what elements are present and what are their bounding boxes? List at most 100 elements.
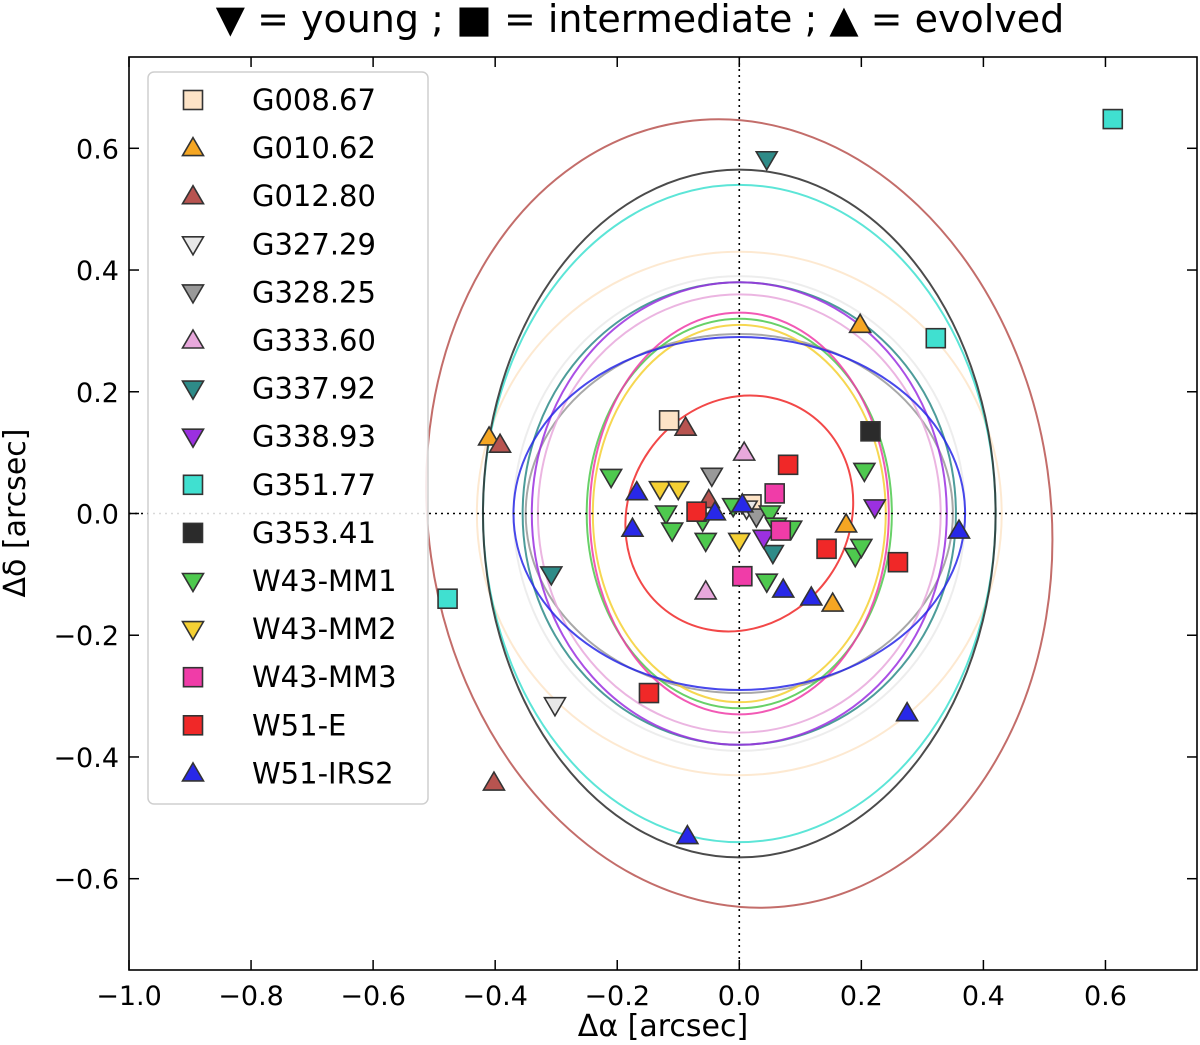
legend-item: G012.80: [181, 179, 376, 213]
legend-item: G337.92: [181, 372, 376, 406]
series-w43-mm1: [599, 462, 877, 594]
legend-item: G008.67: [182, 83, 376, 117]
data-point: [477, 425, 501, 446]
legend-marker: [181, 380, 205, 401]
data-point: [675, 824, 700, 845]
legend-item: G353.41: [182, 516, 376, 550]
data-point: [488, 432, 512, 454]
legend-marker: [181, 761, 205, 782]
data-point: [764, 483, 785, 504]
legend-item: W43-MM3: [182, 660, 397, 694]
data-point: [666, 480, 691, 502]
ellipse-w43-mm3: [588, 311, 890, 716]
y-tick-label: 0.4: [76, 256, 119, 287]
data-point: [624, 480, 649, 501]
data-point: [751, 529, 776, 550]
y-axis-ticks: −0.6 −0.4 −0.2 0.0 0.2 0.4 0.6: [53, 134, 1197, 896]
data-point: [660, 522, 685, 543]
data-point: [862, 499, 887, 520]
legend-item: G010.62: [181, 131, 376, 165]
data-point: [673, 415, 698, 436]
legend-label: G353.41: [252, 516, 376, 550]
legend-item: G351.77: [182, 468, 376, 502]
data-point: [757, 505, 782, 526]
data-point: [732, 565, 753, 587]
legend-marker: [181, 236, 205, 257]
data-point: [1102, 108, 1124, 130]
legend-marker: [182, 474, 204, 496]
x-tick-label: −0.6: [340, 981, 406, 1012]
data-point: [744, 508, 769, 529]
series-g010-62: [477, 312, 873, 612]
x-tick-label: 0.6: [1084, 981, 1127, 1012]
legend-item: G328.25: [181, 275, 376, 309]
ellipse-g353-41: [481, 168, 997, 859]
data-point: [437, 588, 458, 610]
data-point: [799, 585, 824, 606]
legend-label: G338.93: [252, 420, 376, 454]
legend-marker: [182, 522, 204, 544]
data-point: [693, 579, 718, 600]
data-point: [599, 468, 624, 490]
data-point: [699, 467, 724, 488]
legend-marker: [182, 714, 204, 736]
legend-item: W43-MM1: [181, 564, 397, 598]
series-g353-41: [860, 421, 881, 442]
legend-item: G327.29: [181, 227, 376, 261]
legend-item: G338.93: [181, 420, 376, 454]
legend-label: G010.62: [252, 131, 376, 165]
legend-item: W43-MM2: [181, 612, 397, 646]
data-point: [693, 532, 718, 553]
x-axis-ticks: −1.0 −0.8 −0.6 −0.4 −0.2 0.0 0.2 0.4 0.6: [96, 57, 1127, 1012]
x-tick-label: 0.2: [840, 981, 883, 1012]
data-point: [543, 696, 567, 718]
legend-marker: [181, 184, 205, 205]
data-point: [730, 492, 755, 513]
x-tick-label: −0.2: [584, 981, 650, 1012]
series-w51-e: [638, 454, 909, 704]
y-tick-label: 0.0: [76, 500, 119, 531]
x-axis-label: Δα [arcsec]: [578, 1009, 748, 1044]
x-tick-label: 0.0: [718, 981, 761, 1012]
data-point: [754, 150, 779, 172]
legend-item: W51-E: [182, 708, 346, 742]
legend-marker: [181, 284, 205, 305]
legend-label: G337.92: [252, 372, 376, 406]
data-point: [925, 327, 947, 349]
data-point: [771, 577, 796, 598]
data-point: [620, 516, 645, 538]
data-points: [437, 108, 1124, 845]
legend-marker: [182, 666, 204, 688]
y-tick-label: 0.6: [76, 134, 119, 165]
series-g337-92: [539, 150, 785, 587]
data-point: [777, 454, 799, 476]
legend-item: W51-IRS2: [181, 756, 394, 790]
y-tick-label: 0.2: [76, 378, 119, 409]
data-point: [852, 462, 877, 483]
y-tick-label: −0.6: [53, 865, 119, 896]
legend-marker: [181, 428, 205, 449]
legend-label: W51-IRS2: [252, 756, 394, 790]
legend: G008.67 G010.62 G012.80 G327.29 G328.25 G333.…: [147, 71, 429, 805]
data-point: [770, 520, 792, 541]
data-point: [816, 538, 837, 560]
legend-label: G008.67: [252, 83, 376, 117]
data-point: [754, 573, 779, 594]
legend-label: G351.77: [252, 468, 376, 502]
ellipse-g008-67: [475, 250, 1003, 777]
series-w43-mm3: [732, 483, 792, 587]
series-g328-25: [699, 467, 769, 529]
legend-label: W43-MM3: [252, 660, 397, 694]
legend-item: G333.60: [181, 324, 376, 358]
legend-label: G328.25: [252, 275, 376, 309]
data-point: [727, 532, 752, 553]
legend-label: G333.60: [252, 324, 376, 358]
data-point: [686, 501, 707, 522]
legend-marker: [181, 572, 205, 594]
data-point: [658, 410, 680, 431]
series-g338-93: [751, 499, 887, 550]
legend-marker: [181, 328, 205, 349]
legend-marker: [181, 136, 205, 157]
data-point: [648, 480, 672, 502]
legend-label: G327.29: [252, 227, 376, 261]
